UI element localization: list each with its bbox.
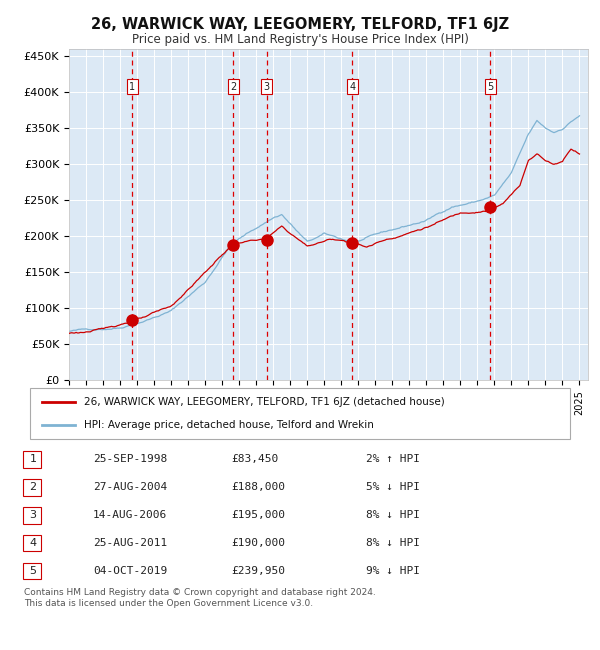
Text: 04-OCT-2019: 04-OCT-2019 — [93, 566, 167, 576]
Text: 14-AUG-2006: 14-AUG-2006 — [93, 510, 167, 520]
Text: 25-AUG-2011: 25-AUG-2011 — [93, 538, 167, 548]
Text: 5: 5 — [29, 566, 37, 576]
Text: HPI: Average price, detached house, Telford and Wrekin: HPI: Average price, detached house, Telf… — [84, 419, 374, 430]
Text: 3: 3 — [29, 510, 37, 520]
Text: £83,450: £83,450 — [231, 454, 278, 464]
Text: £239,950: £239,950 — [231, 566, 285, 576]
Text: 25-SEP-1998: 25-SEP-1998 — [93, 454, 167, 464]
Text: 1: 1 — [29, 454, 37, 464]
Text: 26, WARWICK WAY, LEEGOMERY, TELFORD, TF1 6JZ: 26, WARWICK WAY, LEEGOMERY, TELFORD, TF1… — [91, 17, 509, 32]
Text: 5% ↓ HPI: 5% ↓ HPI — [366, 482, 420, 492]
Text: £195,000: £195,000 — [231, 510, 285, 520]
Text: 4: 4 — [29, 538, 37, 548]
Text: Price paid vs. HM Land Registry's House Price Index (HPI): Price paid vs. HM Land Registry's House … — [131, 32, 469, 46]
Text: 5: 5 — [487, 82, 493, 92]
Text: 26, WARWICK WAY, LEEGOMERY, TELFORD, TF1 6JZ (detached house): 26, WARWICK WAY, LEEGOMERY, TELFORD, TF1… — [84, 397, 445, 408]
Text: 2: 2 — [230, 82, 236, 92]
Text: 2% ↑ HPI: 2% ↑ HPI — [366, 454, 420, 464]
Text: £188,000: £188,000 — [231, 482, 285, 492]
Text: 1: 1 — [130, 82, 136, 92]
Text: 2: 2 — [29, 482, 37, 492]
Text: 8% ↓ HPI: 8% ↓ HPI — [366, 538, 420, 548]
Text: 4: 4 — [349, 82, 355, 92]
Text: Contains HM Land Registry data © Crown copyright and database right 2024.
This d: Contains HM Land Registry data © Crown c… — [24, 588, 376, 608]
Text: £190,000: £190,000 — [231, 538, 285, 548]
Text: 3: 3 — [263, 82, 270, 92]
Text: 9% ↓ HPI: 9% ↓ HPI — [366, 566, 420, 576]
Text: 27-AUG-2004: 27-AUG-2004 — [93, 482, 167, 492]
Text: 8% ↓ HPI: 8% ↓ HPI — [366, 510, 420, 520]
